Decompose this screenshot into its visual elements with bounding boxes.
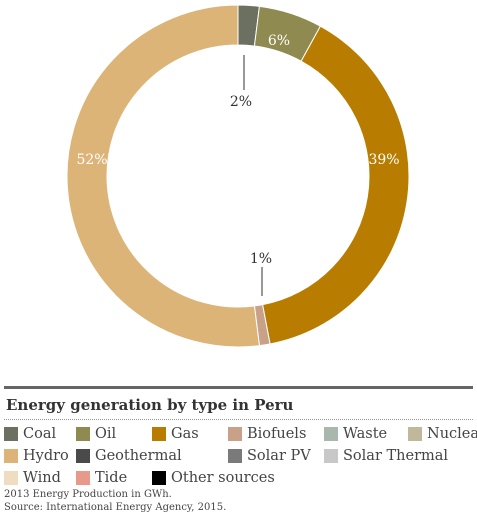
legend-swatch <box>228 449 242 463</box>
legend-swatch <box>76 427 90 441</box>
legend-label: Solar PV <box>247 448 311 464</box>
legend-swatch <box>76 471 90 485</box>
legend-swatch <box>4 427 18 441</box>
legend-item-tide: Tide <box>76 468 127 488</box>
data-label-biofuels: 1% <box>250 251 272 267</box>
legend-label: Biofuels <box>247 426 307 442</box>
legend-item-biofuels: Biofuels <box>228 424 306 444</box>
footnotes: 2013 Energy Production in GWh. Source: I… <box>4 488 226 514</box>
legend-label: Tide <box>95 470 128 486</box>
legend: Coal Oil Gas Biofuels Waste Nuclear Hydro Geoth… <box>4 424 477 492</box>
legend-swatch <box>4 449 18 463</box>
donut-chart: 2% 6% 39% 1% 52% <box>66 4 410 348</box>
legend-label: Solar Thermal <box>343 448 449 464</box>
legend-label: Other sources <box>171 470 275 486</box>
legend-label: Oil <box>95 426 117 442</box>
legend-item-solar-pv: Solar PV <box>228 446 311 466</box>
legend-label: Geothermal <box>95 448 182 464</box>
legend-swatch <box>408 427 422 441</box>
legend-swatch <box>4 471 18 485</box>
legend-swatch <box>152 471 166 485</box>
legend-label: Nuclear <box>427 426 477 442</box>
legend-swatch <box>76 449 90 463</box>
chart-title: Energy generation by type in Peru <box>6 396 294 414</box>
data-label-oil: 6% <box>268 33 290 49</box>
legend-label: Hydro <box>23 448 69 464</box>
legend-label: Waste <box>343 426 388 442</box>
legend-item-waste: Waste <box>324 424 387 444</box>
slice-hydro <box>66 4 260 348</box>
legend-label: Gas <box>171 426 199 442</box>
data-label-coal: 2% <box>230 94 252 110</box>
legend-item-nuclear: Nuclear <box>408 424 477 444</box>
legend-label: Coal <box>23 426 57 442</box>
legend-item-other-sources: Other sources <box>152 468 275 488</box>
legend-item-geothermal: Geothermal <box>76 446 182 466</box>
legend-swatch <box>152 427 166 441</box>
legend-swatch <box>324 427 338 441</box>
dotted-divider <box>4 419 473 420</box>
footnote-production: 2013 Energy Production in GWh. <box>4 489 172 500</box>
legend-label: Wind <box>23 470 61 486</box>
data-label-gas: 39% <box>368 152 399 168</box>
legend-item-oil: Oil <box>76 424 116 444</box>
data-label-hydro: 52% <box>76 152 107 168</box>
legend-item-coal: Coal <box>4 424 56 444</box>
legend-item-wind: Wind <box>4 468 61 488</box>
footnote-source: Source: International Energy Agency, 201… <box>4 502 227 513</box>
legend-item-gas: Gas <box>152 424 199 444</box>
legend-item-hydro: Hydro <box>4 446 69 466</box>
legend-swatch <box>324 449 338 463</box>
slice-gas <box>261 25 410 345</box>
legend-swatch <box>228 427 242 441</box>
legend-item-solar-thermal: Solar Thermal <box>324 446 448 466</box>
legend-block: Energy generation by type in Peru Coal Oi… <box>4 386 477 492</box>
title-rule <box>4 386 473 389</box>
